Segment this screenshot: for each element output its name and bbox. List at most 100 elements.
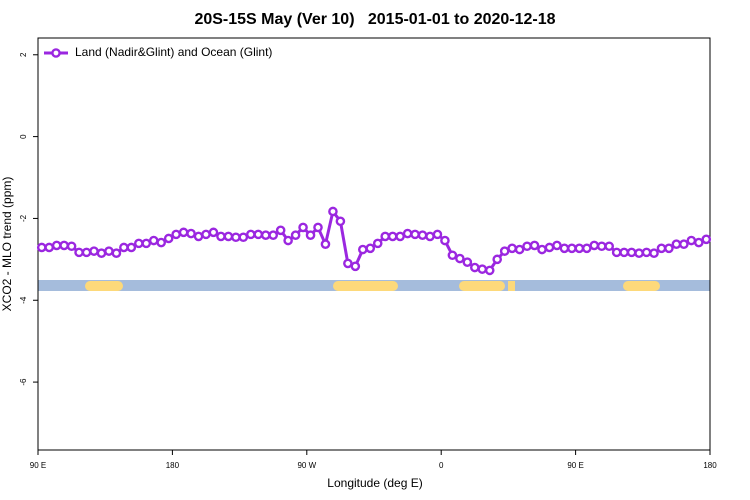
y-tick-label: 0 — [19, 134, 28, 139]
data-point — [455, 253, 465, 264]
data-point — [492, 254, 503, 265]
y-axis-label: XCO2 - MLO trend (ppm) — [0, 177, 14, 312]
legend-label: Land (Nadir&Glint) and Ocean (Glint) — [75, 45, 272, 59]
data-point — [432, 229, 443, 240]
data-point — [193, 231, 204, 242]
data-point — [582, 243, 592, 254]
data-point — [305, 230, 316, 241]
data-point — [559, 243, 570, 254]
legend-marker — [51, 48, 61, 58]
data-point — [171, 229, 181, 240]
data-point — [216, 231, 226, 242]
data-point — [469, 262, 480, 273]
data-point — [567, 243, 577, 254]
y-tick-label: -2 — [19, 214, 28, 222]
data-point — [417, 230, 428, 241]
x-tick-label: 90 W — [297, 461, 316, 470]
data-point — [283, 235, 293, 246]
x-tick-label: 0 — [439, 461, 444, 470]
data-point — [156, 237, 166, 248]
x-tick-label: 180 — [166, 461, 180, 470]
data-point — [268, 230, 279, 241]
plot-frame — [37, 37, 711, 451]
data-point — [335, 216, 346, 227]
data-point — [380, 231, 391, 242]
data-point — [119, 242, 129, 253]
data-point — [178, 227, 189, 238]
data-point — [350, 261, 361, 272]
data-point — [514, 244, 525, 255]
data-point — [208, 227, 219, 238]
data-point — [126, 242, 137, 253]
data-point — [626, 247, 637, 258]
data-point — [619, 247, 629, 258]
data-point — [148, 235, 159, 246]
data-point — [133, 238, 144, 249]
data-point — [522, 241, 532, 252]
data-point — [664, 243, 674, 254]
data-point — [141, 238, 152, 249]
data-point — [395, 231, 405, 242]
y-tick-label: -4 — [19, 296, 28, 304]
chart-title: 20S-15S May (Ver 10) 2015-01-01 to 2020-… — [194, 11, 555, 28]
data-point — [328, 206, 338, 217]
data-point — [634, 248, 644, 259]
data-point — [507, 243, 517, 254]
data-point — [89, 246, 99, 256]
data-point — [410, 229, 420, 240]
data-point — [477, 264, 488, 274]
x-tick-label: 90 E — [30, 461, 46, 470]
y-tick-label: 2 — [19, 52, 28, 57]
data-point — [231, 232, 241, 243]
surface-band — [38, 280, 710, 291]
data-point — [447, 250, 458, 261]
data-point — [111, 248, 122, 259]
data-point — [343, 258, 353, 269]
data-point — [589, 240, 600, 251]
data-point — [357, 244, 368, 255]
data-point — [372, 238, 383, 249]
data-point — [679, 239, 689, 250]
data-point — [81, 247, 92, 258]
data-point — [253, 229, 264, 240]
data-point — [499, 246, 510, 256]
data-point — [552, 240, 562, 251]
data-point — [290, 230, 301, 241]
data-point — [238, 232, 249, 243]
data-point — [275, 225, 286, 236]
data-point — [66, 241, 77, 252]
data-point — [36, 242, 47, 253]
data-point — [544, 242, 555, 253]
y-tick-label: -6 — [19, 378, 28, 386]
data-point — [537, 244, 547, 255]
data-point — [604, 241, 615, 252]
data-point — [201, 229, 211, 240]
data-point — [694, 237, 704, 248]
data-point — [440, 235, 450, 246]
data-point — [44, 242, 55, 253]
data-point — [387, 231, 398, 242]
data-point — [701, 234, 712, 245]
data-point — [245, 229, 256, 240]
data-point — [425, 231, 435, 242]
data-point — [223, 231, 234, 242]
data-point — [611, 247, 622, 258]
data-point — [104, 246, 114, 256]
data-point — [671, 239, 682, 250]
x-axis-label: Longitude (deg E) — [327, 476, 422, 490]
data-point — [59, 240, 69, 251]
x-tick-label: 180 — [703, 461, 717, 470]
data-point — [641, 247, 652, 258]
x-tick-label: 90 E — [567, 461, 583, 470]
data-point — [313, 222, 323, 233]
data-point — [186, 228, 196, 239]
data-point — [96, 248, 107, 259]
data-point — [74, 247, 84, 258]
data-point — [260, 230, 271, 241]
data-point — [320, 239, 331, 250]
data-point — [462, 257, 473, 268]
data-point — [529, 240, 540, 251]
data-point — [656, 243, 667, 254]
data-point — [574, 243, 585, 254]
